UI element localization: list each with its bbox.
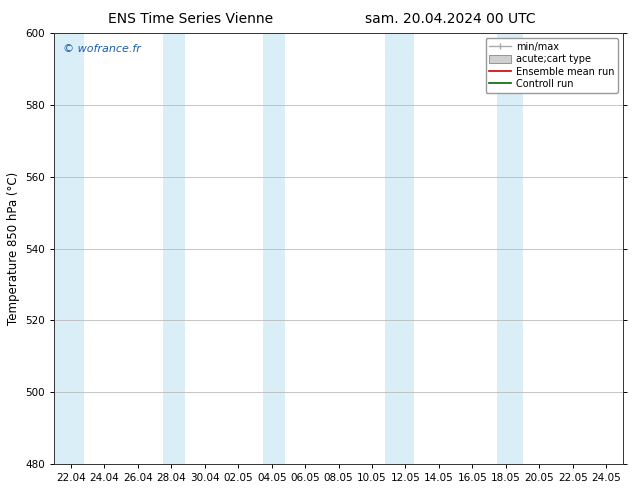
Bar <box>498 33 522 464</box>
Bar <box>263 33 285 464</box>
Text: ENS Time Series Vienne: ENS Time Series Vienne <box>108 12 273 26</box>
Legend: min/max, acute;cart type, Ensemble mean run, Controll run: min/max, acute;cart type, Ensemble mean … <box>486 38 618 93</box>
Bar <box>55 33 84 464</box>
Bar <box>163 33 184 464</box>
Text: © wofrance.fr: © wofrance.fr <box>63 44 141 54</box>
Y-axis label: Temperature 850 hPa (°C): Temperature 850 hPa (°C) <box>7 172 20 325</box>
Text: sam. 20.04.2024 00 UTC: sam. 20.04.2024 00 UTC <box>365 12 536 26</box>
Bar <box>385 33 414 464</box>
